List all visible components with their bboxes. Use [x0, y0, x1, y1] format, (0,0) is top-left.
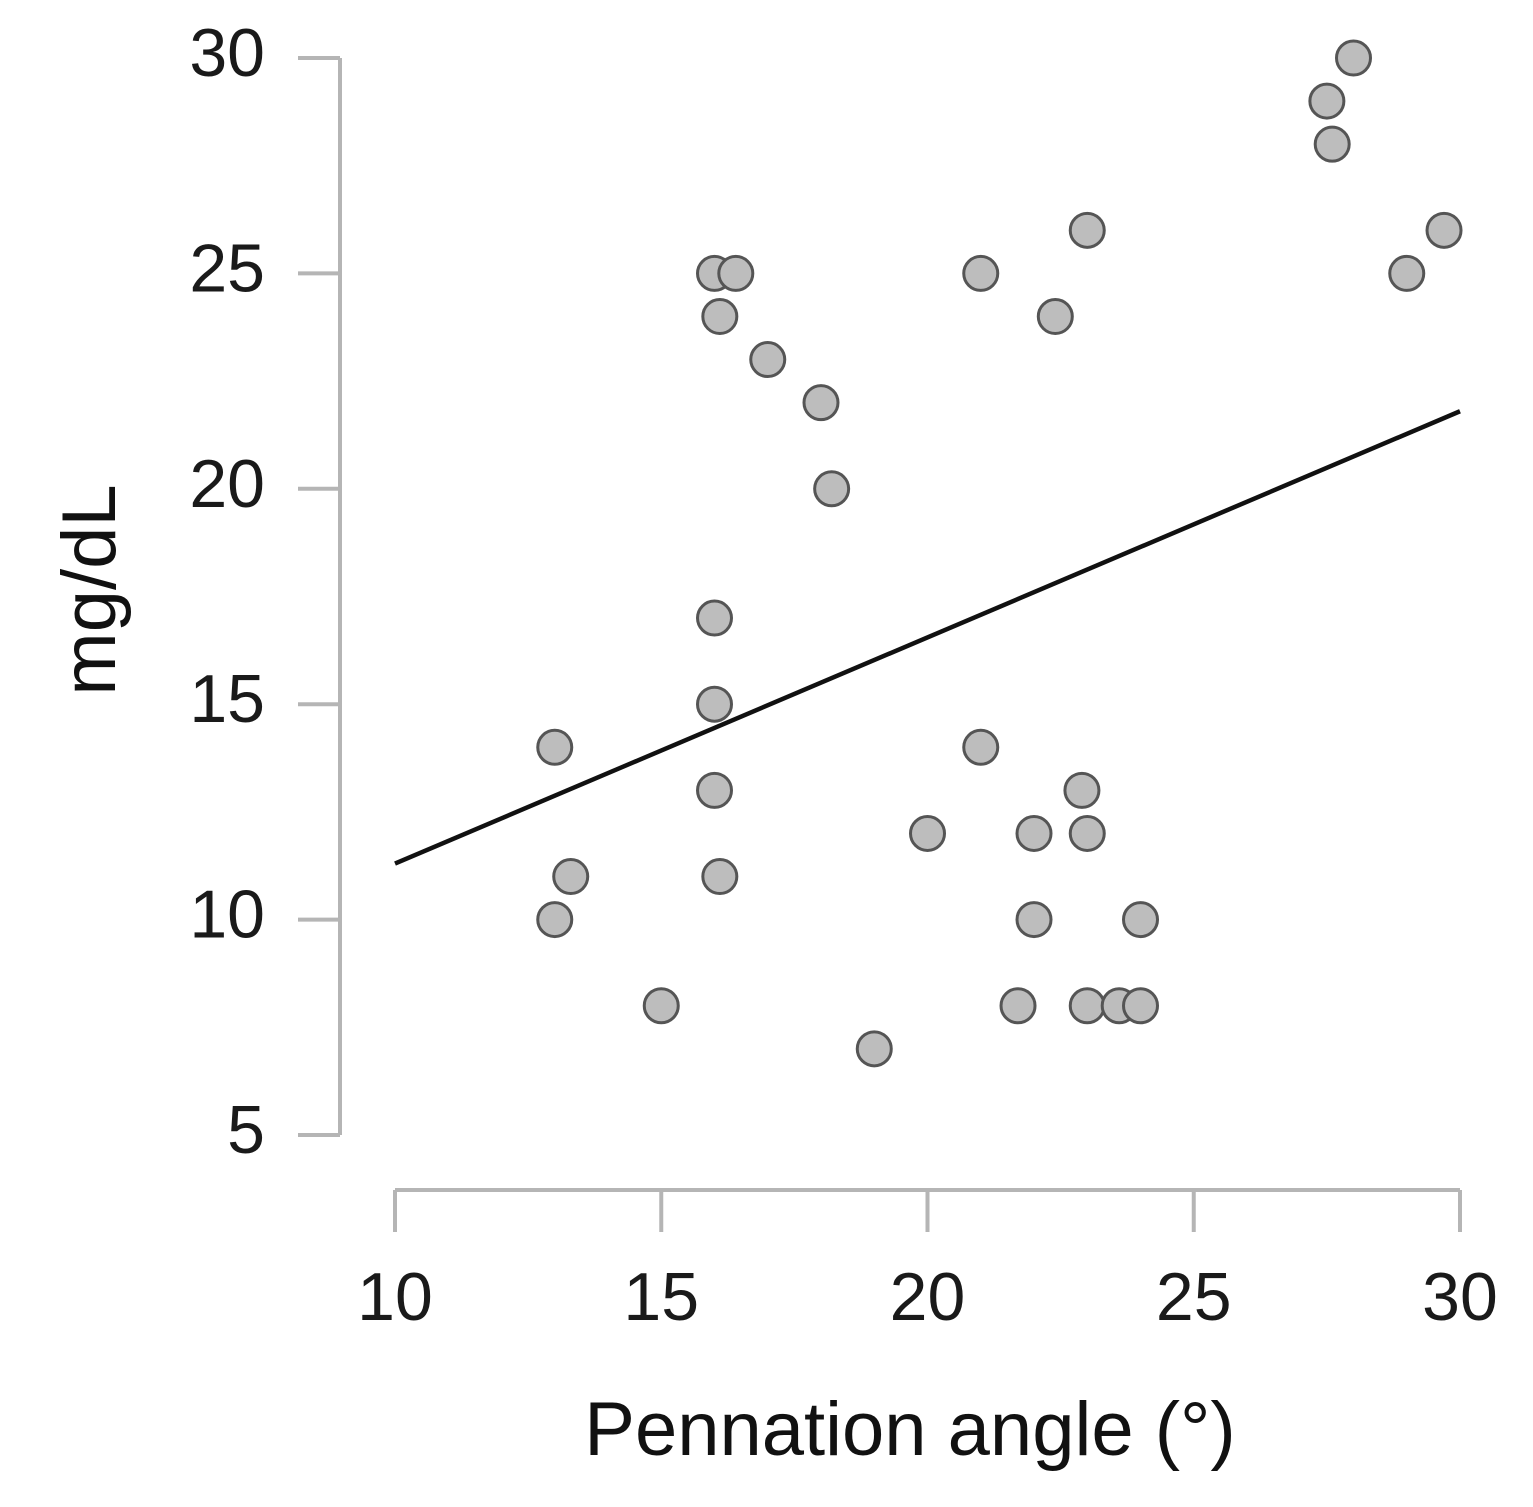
- x-axis: 10 15 20 25 30: [357, 1188, 1498, 1335]
- data-point: [1015, 901, 1053, 939]
- data-point: [642, 987, 680, 1025]
- data-point: [1068, 211, 1106, 249]
- y-tick-label: 25: [189, 230, 265, 306]
- data-point: [962, 254, 1000, 292]
- data-point: [696, 599, 733, 637]
- data-point: [1308, 82, 1346, 120]
- x-tick-label: 15: [623, 1259, 699, 1335]
- regression-line: [394, 409, 1461, 866]
- data-point: [1388, 254, 1426, 292]
- data-point: [696, 685, 733, 723]
- data-point: [813, 470, 851, 508]
- x-tick-label: 20: [890, 1259, 966, 1335]
- data-point: [1068, 814, 1106, 852]
- x-tick-label: 10: [357, 1259, 433, 1335]
- x-tick-label: 30: [1422, 1259, 1498, 1335]
- data-point: [1313, 125, 1351, 163]
- data-point: [1335, 39, 1372, 77]
- y-axis: 5 10 15 20 25 30: [189, 15, 342, 1168]
- x-tick-label: 25: [1156, 1259, 1232, 1335]
- data-point: [1425, 211, 1463, 249]
- y-tick-label: 20: [189, 446, 265, 522]
- data-point: [701, 858, 739, 896]
- data-point: [552, 858, 590, 896]
- y-tick-label: 10: [189, 877, 265, 953]
- data-point: [962, 728, 1000, 766]
- data-point: [1068, 987, 1106, 1025]
- data-point: [1063, 771, 1101, 809]
- data-point: [909, 814, 946, 852]
- data-point: [1122, 901, 1159, 939]
- data-point: [855, 1030, 893, 1068]
- data-point: [717, 254, 755, 292]
- data-point: [1036, 297, 1074, 335]
- regression-line-layer: [394, 409, 1461, 866]
- y-axis-title: mg/dL: [47, 484, 132, 695]
- data-point: [701, 297, 739, 335]
- data-point: [536, 728, 574, 766]
- data-point: [1015, 814, 1053, 852]
- data-point: [749, 341, 787, 379]
- data-point: [696, 771, 733, 809]
- y-tick-label: 5: [227, 1092, 265, 1168]
- y-tick-label: 30: [189, 15, 265, 91]
- data-point: [1122, 987, 1159, 1025]
- data-point: [536, 901, 574, 939]
- data-points-layer: [536, 39, 1463, 1068]
- data-point: [802, 384, 840, 422]
- data-point: [999, 987, 1037, 1025]
- x-axis-title: Pennation angle (°): [584, 1387, 1236, 1472]
- y-tick-label: 15: [189, 661, 265, 737]
